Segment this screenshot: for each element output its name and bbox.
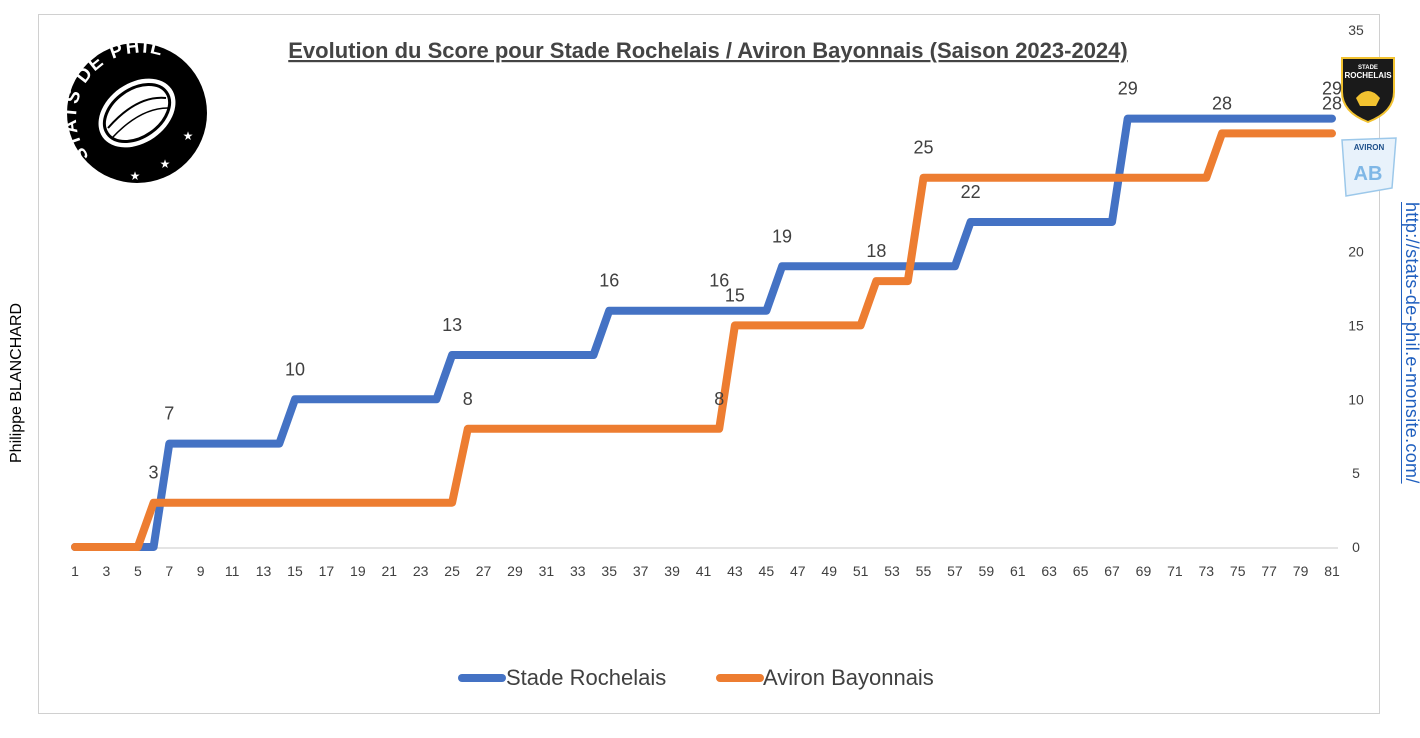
logo-star-icon: ★ <box>160 157 171 171</box>
x-tick-label: 37 <box>633 563 649 579</box>
x-tick-label: 9 <box>197 563 205 579</box>
y-tick-label: 35 <box>1348 22 1364 38</box>
data-label: 15 <box>725 285 745 305</box>
x-tick-label: 23 <box>413 563 429 579</box>
data-label: 7 <box>164 404 174 424</box>
x-tick-label: 81 <box>1324 563 1340 579</box>
data-label: 16 <box>709 271 729 291</box>
series-lines <box>71 114 1336 551</box>
svg-text:STADE: STADE <box>1358 65 1378 71</box>
logo-star-icon: ★ <box>183 129 194 143</box>
x-tick-label: 59 <box>979 563 995 579</box>
x-tick-label: 69 <box>1136 563 1152 579</box>
x-tick-label: 39 <box>664 563 680 579</box>
data-label: 13 <box>442 315 462 335</box>
series-line-rochelais <box>71 114 1336 551</box>
x-tick-label: 15 <box>287 563 303 579</box>
x-tick-label: 43 <box>727 563 743 579</box>
x-tick-label: 49 <box>821 563 837 579</box>
svg-text:AB: AB <box>1354 163 1383 185</box>
data-label: 29 <box>1118 79 1138 99</box>
chart-title: Evolution du Score pour Stade Rochelais … <box>288 38 1127 63</box>
x-tick-label: 21 <box>381 563 397 579</box>
data-label: 22 <box>961 182 981 202</box>
x-tick-label: 47 <box>790 563 806 579</box>
y-tick-label: 10 <box>1348 391 1364 407</box>
x-axis-ticks: 1 3 5 7 9 11 13 15 17 19 21 23 25 27 29 31 33 35 37 39 41 43 4… <box>71 563 1340 579</box>
stats-de-phil-logo: STATS DE PHIL ★ ★ ★ <box>60 36 207 183</box>
x-tick-label: 13 <box>256 563 272 579</box>
legend-label-rochelais: Stade Rochelais <box>506 665 666 690</box>
aviron-bayonnais-flag-icon: AVIRON AB <box>1341 137 1397 197</box>
data-label: 18 <box>866 241 886 261</box>
x-tick-label: 41 <box>696 563 712 579</box>
x-tick-label: 3 <box>103 563 111 579</box>
data-label: 8 <box>714 389 724 409</box>
legend-label-bayonnais: Aviron Bayonnais <box>763 665 934 690</box>
y-axis-ticks: 0 5 10 15 20 35 <box>1348 22 1364 555</box>
x-tick-label: 65 <box>1073 563 1089 579</box>
x-tick-label: 67 <box>1104 563 1120 579</box>
x-tick-label: 31 <box>539 563 555 579</box>
data-label: 10 <box>285 359 305 379</box>
x-tick-label: 73 <box>1199 563 1215 579</box>
svg-text:ROCHELAIS: ROCHELAIS <box>1344 71 1392 80</box>
data-label: 16 <box>599 271 619 291</box>
y-tick-label: 5 <box>1352 465 1360 481</box>
x-tick-label: 61 <box>1010 563 1026 579</box>
x-tick-label: 53 <box>884 563 900 579</box>
x-tick-label: 51 <box>853 563 869 579</box>
x-tick-label: 45 <box>759 563 775 579</box>
logo-star-icon: ★ <box>130 169 141 183</box>
data-label: 3 <box>149 463 159 483</box>
x-tick-label: 25 <box>444 563 460 579</box>
data-label: 25 <box>913 138 933 158</box>
x-tick-label: 7 <box>165 563 173 579</box>
data-label: 8 <box>463 389 473 409</box>
y-tick-label: 15 <box>1348 317 1364 333</box>
x-tick-label: 71 <box>1167 563 1183 579</box>
x-tick-label: 11 <box>225 563 240 579</box>
data-label: 28 <box>1322 93 1342 113</box>
x-tick-label: 55 <box>916 563 932 579</box>
data-label: 28 <box>1212 93 1232 113</box>
data-label: 29 <box>1322 79 1342 99</box>
svg-text:AVIRON: AVIRON <box>1354 143 1385 152</box>
series-line-bayonnais <box>71 129 1336 551</box>
chart-frame <box>38 14 1380 714</box>
x-tick-label: 17 <box>319 563 335 579</box>
x-tick-label: 27 <box>476 563 492 579</box>
data-label: 19 <box>772 226 792 246</box>
x-tick-label: 77 <box>1261 563 1277 579</box>
x-tick-label: 79 <box>1293 563 1309 579</box>
y-tick-label: 0 <box>1352 539 1360 555</box>
x-tick-label: 29 <box>507 563 523 579</box>
x-tick-label: 19 <box>350 563 366 579</box>
la-rochelle-shield-icon: STADE ROCHELAIS <box>1341 57 1395 124</box>
data-labels: 7 10 13 16 16 19 22 29 29 3 8 8 15 18 25 28 28 <box>149 79 1342 483</box>
rugby-ball-icon <box>98 78 176 148</box>
x-tick-label: 57 <box>947 563 963 579</box>
x-tick-label: 75 <box>1230 563 1246 579</box>
site-url-link[interactable]: http://stats-de-phil.e-monsite.com/ <box>1402 202 1420 484</box>
y-tick-label: 20 <box>1348 244 1364 260</box>
x-tick-label: 35 <box>601 563 617 579</box>
legend: Stade Rochelais Aviron Bayonnais <box>458 665 934 690</box>
x-tick-label: 33 <box>570 563 586 579</box>
x-tick-label: 63 <box>1041 563 1057 579</box>
x-tick-label: 5 <box>134 563 142 579</box>
x-tick-label: 1 <box>71 563 79 579</box>
